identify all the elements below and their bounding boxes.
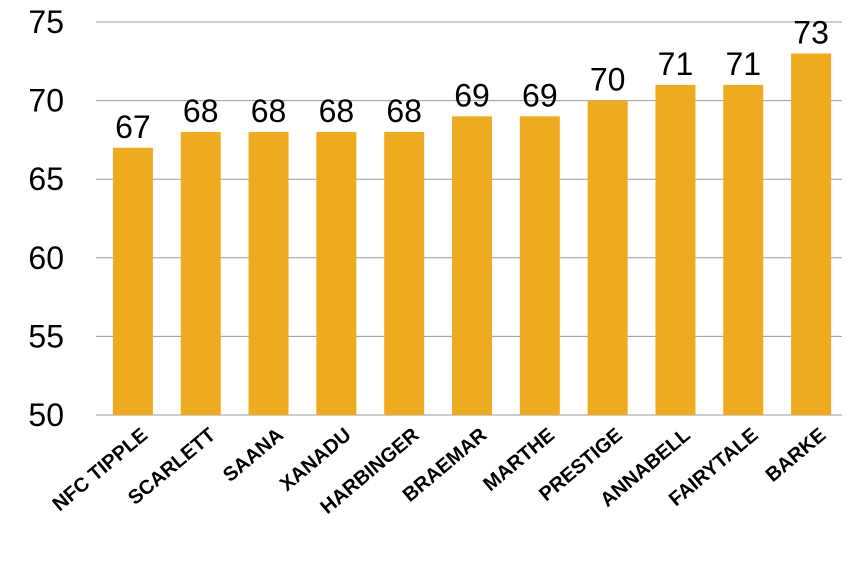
data-label: 73: [793, 14, 829, 50]
bar: [519, 116, 560, 415]
data-label: 68: [251, 93, 287, 129]
y-tick-label: 60: [28, 240, 64, 276]
data-label: 69: [454, 77, 490, 113]
data-label: 67: [115, 109, 151, 145]
data-labels: 67 68 68 68 68 69 69 70 71 71 73: [115, 14, 829, 144]
bar: [248, 132, 289, 416]
data-label: 71: [658, 46, 694, 82]
y-axis-tick-labels: 50 55 60 65 70 75: [28, 4, 64, 433]
y-tick-label: 55: [28, 318, 64, 354]
bars: [112, 53, 832, 416]
data-label: 68: [319, 93, 355, 129]
bar: [452, 116, 492, 415]
y-tick-label: 50: [28, 397, 64, 433]
y-tick-label: 70: [28, 83, 64, 119]
y-tick-label: 65: [28, 161, 64, 197]
bar: [180, 132, 221, 416]
bar: [384, 132, 425, 416]
data-label: 69: [522, 77, 558, 113]
data-label: 68: [183, 93, 219, 129]
bar: [316, 132, 357, 416]
x-tick-label: BARKE: [762, 424, 831, 487]
bar: [655, 84, 696, 415]
y-tick-label: 75: [28, 4, 64, 40]
data-label: 68: [386, 93, 422, 129]
bar: [723, 84, 764, 415]
bar: [112, 147, 153, 415]
data-label: 71: [725, 46, 761, 82]
data-label: 70: [590, 62, 626, 98]
bar: [791, 53, 832, 415]
bar: [587, 100, 628, 415]
